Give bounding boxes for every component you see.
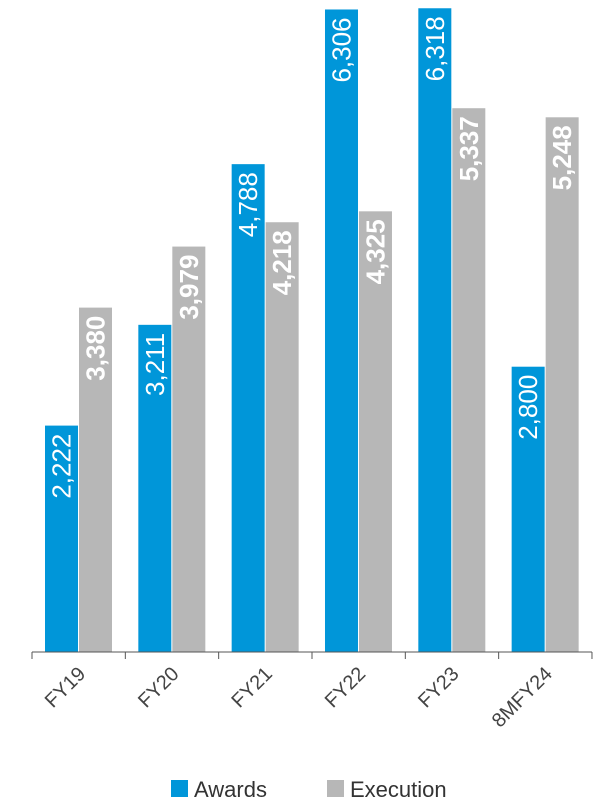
category-label-8mfy24: 8MFY24 [488,663,557,732]
data-label-awards-fy23: 6,318 [420,16,450,81]
bar-execution-fy22 [358,211,392,652]
category-label-fy19: FY19 [41,663,90,712]
data-label-awards-fy20: 3,211 [140,333,170,396]
data-label-execution-fy23: 5,337 [454,116,484,181]
bar-awards-fy20 [138,324,172,652]
legend-label-awards: Awards [194,777,267,802]
bar-execution-fy19 [79,307,112,652]
legend-label-execution: Execution [350,777,447,802]
bar-awards-fy19 [45,425,78,652]
data-label-execution-8mfy24: 5,248 [547,125,577,190]
bar-execution-8mfy24 [545,117,579,652]
data-label-awards-fy21: 4,788 [233,172,263,237]
data-label-awards-fy19: 2,222 [47,434,77,499]
bar-execution-fy20 [172,246,206,652]
data-label-execution-fy20: 3,979 [174,255,204,320]
category-label-fy23: FY23 [414,663,463,712]
legend-swatch-awards [171,780,188,797]
bar-awards-fy21 [231,164,265,653]
category-label-fy20: FY20 [134,663,183,712]
category-label-fy21: FY21 [227,663,276,712]
category-label-fy22: FY22 [321,663,370,712]
bar-awards-fy23 [418,8,452,652]
legend: Awards Execution [171,777,447,802]
bar-execution-fy21 [265,222,299,652]
data-label-execution-fy19: 3,380 [81,316,111,381]
legend-swatch-execution [327,780,344,797]
category-labels: FY19 FY20 FY21 FY22 FY23 8MFY24 [41,663,557,732]
bar-awards-fy22 [324,9,358,652]
bar-execution-fy23 [452,108,486,652]
x-axis [31,651,593,659]
bar-awards-8mfy24 [511,366,545,652]
data-label-awards-8mfy24: 2,800 [513,375,543,440]
data-label-awards-fy22: 6,306 [326,17,356,82]
data-label-execution-fy22: 4,325 [360,219,390,284]
data-label-execution-fy21: 4,218 [267,230,297,295]
